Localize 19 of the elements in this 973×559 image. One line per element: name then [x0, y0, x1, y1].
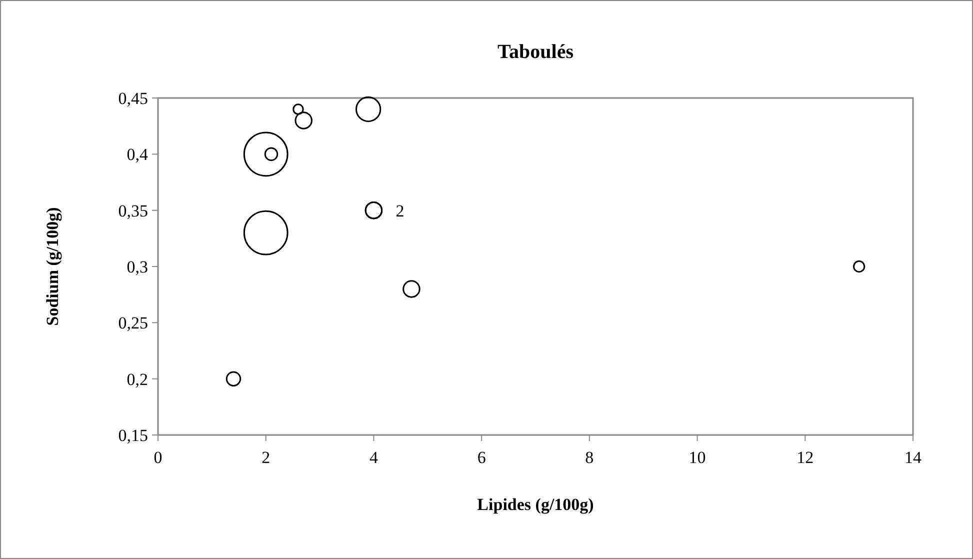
y-tick-label: 0,4 [126, 145, 148, 164]
y-axis-title: Sodium (g/100g) [43, 207, 62, 326]
y-tick-label: 0,2 [126, 370, 148, 389]
x-axis-title: Lipides (g/100g) [477, 495, 594, 514]
x-tick-label: 2 [262, 448, 270, 467]
y-tick-label: 0,35 [118, 201, 148, 220]
y-tick-label: 0,45 [118, 89, 148, 108]
x-tick-label: 4 [369, 448, 378, 467]
x-tick-label: 14 [904, 448, 922, 467]
chart-title: Taboulés [498, 41, 574, 63]
x-tick-label: 12 [796, 448, 814, 467]
annotation: 2 [396, 201, 404, 220]
x-tick-label: 8 [585, 448, 594, 467]
y-tick-label: 0,15 [118, 426, 148, 445]
x-tick-label: 0 [154, 448, 162, 467]
x-tick-label: 10 [688, 448, 706, 467]
y-tick-label: 0,3 [126, 258, 148, 276]
y-tick-label: 0,25 [118, 314, 148, 333]
x-tick-label: 6 [477, 448, 486, 467]
